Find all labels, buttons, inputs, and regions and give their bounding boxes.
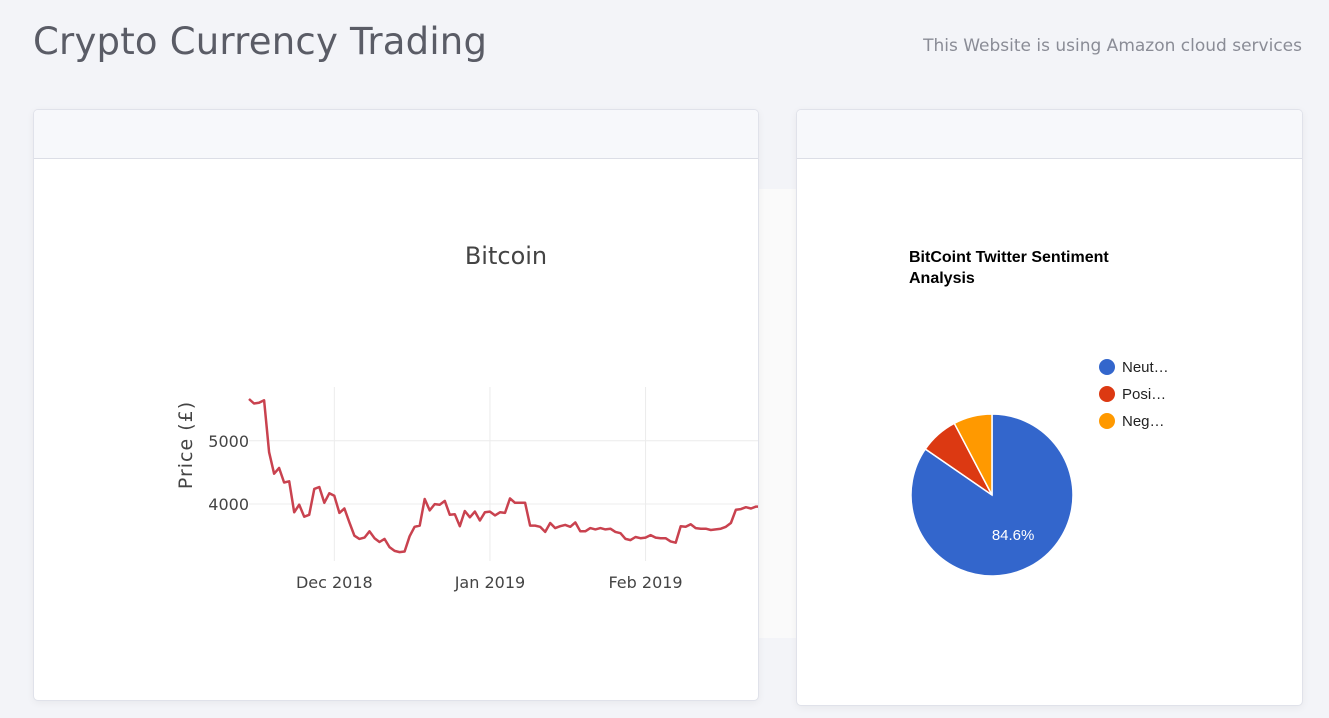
pie-legend: Neut… Posi… Neg… bbox=[1099, 359, 1169, 430]
y-tick-label: 4000 bbox=[208, 495, 249, 514]
x-tick-labels: Dec 2018 Jan 2019 Feb 2019 bbox=[296, 573, 683, 592]
legend-label[interactable]: Neg… bbox=[1122, 413, 1165, 430]
pie-slice-label: 84.6% bbox=[992, 527, 1035, 544]
chart-overflow-panel bbox=[757, 189, 796, 638]
legend-swatch bbox=[1099, 386, 1115, 402]
price-chart-card: Bitcoin Price (£) 5000 4000 Dec 2018 Jan 2… bbox=[33, 109, 759, 701]
legend-swatch bbox=[1099, 413, 1115, 429]
y-tick-label: 5000 bbox=[208, 432, 249, 451]
legend-label[interactable]: Posi… bbox=[1122, 386, 1166, 403]
y-tick-labels: 5000 4000 bbox=[208, 432, 249, 514]
page-title: Crypto Currency Trading bbox=[33, 20, 488, 63]
y-axis-label: Price (£) bbox=[175, 401, 197, 489]
x-tick-label: Jan 2019 bbox=[454, 573, 525, 592]
chart-title: Bitcoin bbox=[465, 242, 547, 270]
pie-title-line1: BitCoint Twitter Sentiment bbox=[909, 249, 1109, 266]
grid bbox=[249, 387, 758, 561]
sentiment-chart-card: BitCoint Twitter Sentiment Analysis 84.6… bbox=[796, 109, 1303, 706]
price-chart-card-header bbox=[34, 110, 758, 159]
legend-label[interactable]: Neut… bbox=[1122, 359, 1169, 376]
pie-title-line2: Analysis bbox=[909, 270, 975, 287]
x-tick-label: Dec 2018 bbox=[296, 573, 373, 592]
bitcoin-price-chart[interactable]: Bitcoin Price (£) 5000 4000 Dec 2018 Jan 2… bbox=[34, 159, 758, 700]
pie-slice-labels: 84.6% bbox=[992, 527, 1035, 544]
price-line[interactable] bbox=[248, 398, 758, 554]
pie-slice[interactable] bbox=[953, 413, 993, 496]
header-note: This Website is using Amazon cloud servi… bbox=[923, 36, 1302, 56]
sentiment-chart-card-header bbox=[797, 110, 1302, 159]
sentiment-pie-chart[interactable]: BitCoint Twitter Sentiment Analysis 84.6… bbox=[797, 159, 1302, 705]
legend-swatch bbox=[1099, 359, 1115, 375]
x-tick-label: Feb 2019 bbox=[608, 573, 682, 592]
pie-slices bbox=[910, 413, 1074, 577]
